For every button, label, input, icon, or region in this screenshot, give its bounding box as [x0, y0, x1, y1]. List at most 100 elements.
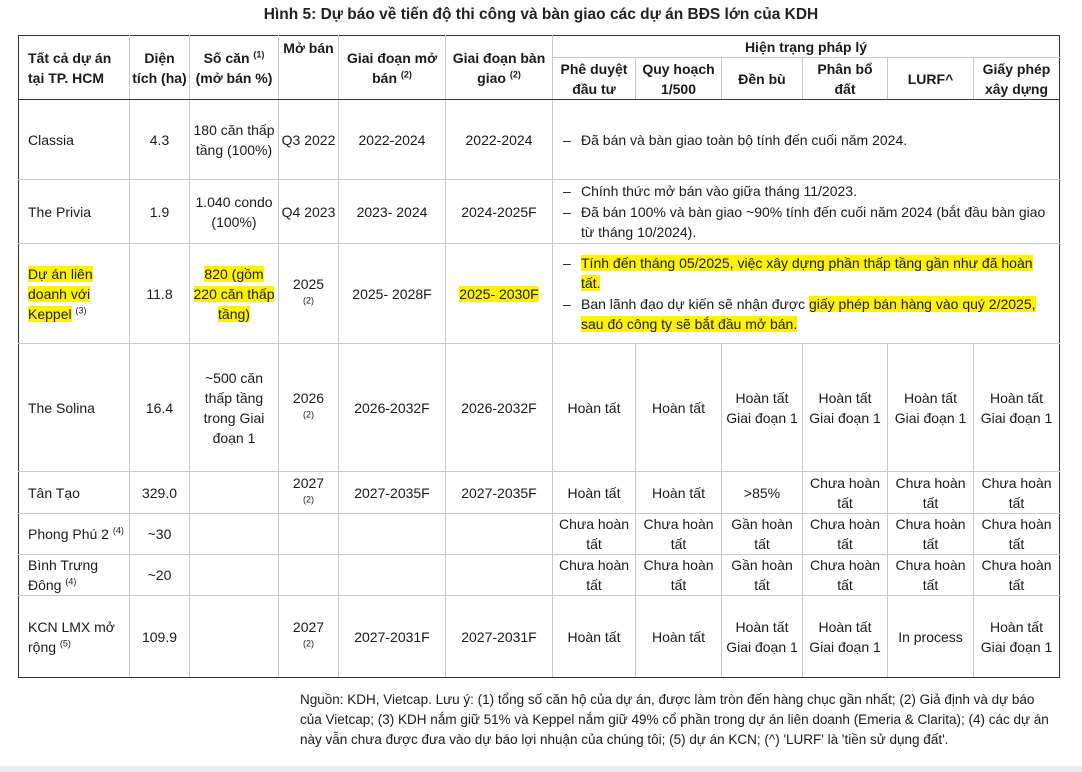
- project-name-sup: (3): [75, 304, 87, 315]
- project-name-sup: (4): [65, 576, 77, 587]
- handover-cell: 2026-2032F: [445, 343, 553, 472]
- legal-status-cell: Chưa hoàn tất: [802, 513, 888, 555]
- legal-status-cell: Hoàn tất: [635, 343, 722, 472]
- table-row: The Solina 16.4 ~500 căn thấp tầng trong G…: [18, 343, 1060, 472]
- status-note-text: Ban lãnh đạo dự kiến sẽ nhận được: [581, 296, 809, 312]
- status-note-text: Đã bán 100% và bàn giao ~90% tính đến cu…: [581, 204, 1046, 240]
- legal-status-cell: Chưa hoàn tất: [973, 513, 1060, 555]
- area-cell: 16.4: [129, 343, 190, 472]
- table-row: Phong Phú 2 (4) ~30 Chưa hoàn tất Chưa hoàn…: [18, 513, 1060, 555]
- construction-cell: [338, 554, 446, 596]
- dash-bullet: –: [563, 296, 571, 312]
- project-name-sup: (4): [112, 525, 124, 536]
- units-cell: 180 căn thấp tầng (100%): [189, 99, 279, 180]
- legal-status-cell: >85%: [721, 471, 803, 514]
- area-cell: ~30: [129, 513, 190, 555]
- status-note: – Đã bán và bàn giao toàn bộ tính đến cuố…: [563, 130, 1053, 150]
- handover-cell: 2027-2035F: [445, 471, 553, 514]
- launch-text: 2027: [292, 474, 325, 491]
- launch-cell: 2025 (2): [278, 243, 339, 344]
- dash-bullet: –: [563, 204, 571, 220]
- construction-cell: 2027-2031F: [338, 595, 446, 678]
- header-legal-1: Phê duyệt đầu tư: [552, 57, 636, 100]
- units-text: 820 (gồm 220 căn thấp tầng): [193, 265, 275, 322]
- figure-title: Hình 5: Dự báo về tiến độ thi công và bà…: [263, 6, 819, 23]
- legal-status-cell: Hoàn tất Giai đoạn 1: [973, 343, 1060, 472]
- launch-text: 2026: [292, 389, 325, 406]
- legal-status-cell: Hoàn tất Giai đoạn 1: [973, 595, 1060, 678]
- legal-status-cell: Chưa hoàn tất: [552, 554, 636, 596]
- table-row: Tân Tạo 329.0 2027 (2) 2027-2035F 2027-2035F H…: [18, 471, 1060, 514]
- header-launch: Mở bán: [278, 35, 339, 100]
- legal-status-cell: Chưa hoàn tất: [887, 554, 974, 596]
- legal-status-cell: Chưa hoàn tất: [802, 471, 888, 514]
- project-name: Dự án liên doanh với Keppel (3): [18, 243, 130, 344]
- legal-status-cell: Hoàn tất Giai đoạn 1: [802, 595, 888, 678]
- project-name: Bình Trưng Đông (4): [18, 554, 130, 596]
- handover-cell: 2027-2031F: [445, 595, 553, 678]
- handover-cell: [445, 554, 553, 596]
- legal-status-cell: Gần hoàn tất: [721, 513, 803, 555]
- page-bottom-strip: [0, 766, 1082, 772]
- handover-text: 2025- 2030F: [459, 285, 539, 302]
- legal-status-cell: Chưa hoàn tất: [635, 513, 722, 555]
- status-notes: – Tính đến tháng 05/2025, việc xây dựng p…: [552, 243, 1060, 344]
- header-legal-4: Phân bổ đất: [802, 57, 888, 100]
- status-notes: – Đã bán và bàn giao toàn bộ tính đến cuố…: [552, 99, 1060, 180]
- legal-status-cell: Hoàn tất: [552, 471, 636, 514]
- footnote: Nguồn: KDH, Vietcap. Lưu ý: (1) tổng số …: [300, 692, 1049, 747]
- legal-status-cell: Chưa hoàn tất: [802, 554, 888, 596]
- units-cell: ~500 căn thấp tầng trong Giai đoạn 1: [189, 343, 279, 472]
- project-name-text: The Solina: [28, 399, 95, 416]
- construction-cell: 2023- 2024: [338, 179, 446, 244]
- project-name: The Solina: [18, 343, 130, 472]
- handover-cell: 2025- 2030F: [445, 243, 553, 344]
- status-note-text: Đã bán và bàn giao toàn bộ tính đến cuối…: [581, 131, 908, 148]
- project-name: Tân Tạo: [18, 471, 130, 514]
- project-name: Phong Phú 2 (4): [18, 513, 130, 555]
- status-note-text: Tính đến tháng 05/2025, việc xây dựng ph…: [581, 255, 1033, 291]
- status-note-text: Chính thức mở bán vào giữa tháng 11/2023…: [581, 183, 857, 199]
- project-name: Classia: [18, 99, 130, 180]
- launch-cell: [278, 554, 339, 596]
- project-name-text: Bình Trưng Đông: [28, 557, 99, 593]
- header-legal: Hiện trạng pháp lý: [552, 35, 1060, 58]
- table-row: Bình Trưng Đông (4) ~20 Chưa hoàn tất Chưa …: [18, 554, 1060, 596]
- dash-bullet: –: [563, 255, 571, 271]
- project-name-text: The Privia: [28, 203, 92, 220]
- handover-text: 2022-2024: [465, 131, 533, 148]
- legal-status-cell: Chưa hoàn tất: [887, 471, 974, 514]
- launch-cell: 2027 (2): [278, 595, 339, 678]
- legal-status-cell: Chưa hoàn tất: [887, 513, 974, 555]
- project-name-text: KCN LMX mở rộng: [28, 618, 115, 655]
- project-name-sup: (5): [59, 637, 71, 648]
- status-note: – Đã bán 100% và bàn giao ~90% tính đến c…: [563, 202, 1053, 242]
- table-row: Dự án liên doanh với Keppel (3) 11.8 820 (…: [18, 243, 1060, 344]
- handover-text: 2027-2031F: [461, 628, 537, 645]
- units-cell: 820 (gồm 220 căn thấp tầng): [189, 243, 279, 344]
- status-note: – Ban lãnh đạo dự kiến sẽ nhận được giấy …: [563, 294, 1053, 334]
- legal-status-cell: Hoàn tất: [635, 595, 722, 678]
- legal-status-cell: Chưa hoàn tất: [973, 554, 1060, 596]
- construction-cell: 2025- 2028F: [338, 243, 446, 344]
- projects-table: Tất cả dự án tại TP. HCM Diện tích (ha) …: [18, 35, 1060, 678]
- handover-cell: [445, 513, 553, 555]
- legal-status-cell: Hoàn tất Giai đoạn 1: [721, 343, 803, 472]
- legal-status-cell: Gần hoàn tất: [721, 554, 803, 596]
- launch-text: 2025: [292, 275, 325, 292]
- legal-status-cell: Chưa hoàn tất: [973, 471, 1060, 514]
- construction-cell: 2027-2035F: [338, 471, 446, 514]
- area-cell: 4.3: [129, 99, 190, 180]
- launch-sup: (2): [303, 294, 314, 305]
- legal-status-cell: Hoàn tất Giai đoạn 1: [887, 343, 974, 472]
- header-legal-3: Đền bù: [721, 57, 803, 100]
- area-cell: ~20: [129, 554, 190, 596]
- units-cell: [189, 513, 279, 555]
- legal-status-cell: In process: [887, 595, 974, 678]
- launch-cell: 2027 (2): [278, 471, 339, 514]
- units-text: 180 căn thấp tầng (100%): [193, 121, 275, 158]
- legal-status-cell: Chưa hoàn tất: [635, 554, 722, 596]
- legal-status-cell: Hoàn tất: [552, 595, 636, 678]
- launch-cell: Q4 2023: [278, 179, 339, 244]
- legal-status-cell: Hoàn tất: [552, 343, 636, 472]
